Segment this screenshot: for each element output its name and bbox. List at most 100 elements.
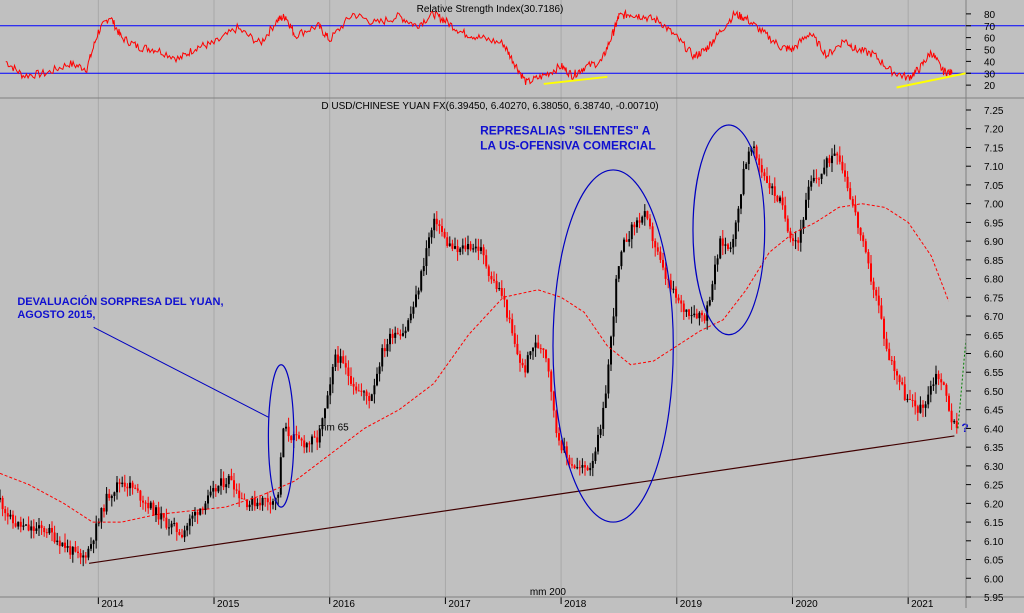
candle-body — [714, 264, 716, 285]
candle-body — [108, 493, 111, 499]
candle-body — [922, 404, 924, 408]
candle-body — [812, 177, 815, 182]
candle-body — [537, 342, 540, 349]
candle-body — [0, 497, 1, 500]
candle-body — [1, 497, 4, 510]
candle-body — [110, 495, 113, 499]
price-y-tick-label: 6.80 — [984, 275, 1004, 286]
candle-body — [123, 482, 126, 487]
candle-body — [313, 436, 316, 438]
candle-body — [818, 178, 820, 180]
candle-body — [919, 404, 922, 413]
candle-body — [849, 188, 852, 199]
candle-body — [287, 426, 290, 437]
price-y-tick-label: 7.05 — [984, 181, 1004, 192]
candle-body — [924, 404, 927, 408]
candle-body — [295, 434, 298, 436]
candle-body — [503, 295, 506, 300]
candle-body — [365, 391, 368, 397]
candle-body — [529, 351, 532, 356]
candle-body — [927, 394, 930, 405]
candle-body — [22, 525, 25, 527]
candle-body — [181, 534, 183, 538]
candle-body — [763, 172, 766, 177]
candle-body — [659, 251, 662, 260]
candle-body — [667, 278, 670, 281]
candle-body — [87, 548, 90, 558]
candle-body — [461, 245, 464, 249]
candle-body — [360, 390, 363, 392]
x-tick-label: 2019 — [680, 599, 703, 608]
rsi-trendline — [543, 75, 608, 85]
candle-body — [841, 161, 844, 171]
candle-body — [79, 553, 82, 558]
callout-line — [93, 326, 269, 418]
candle-body — [170, 523, 173, 528]
candle-body — [914, 400, 917, 407]
candle-body — [820, 173, 823, 179]
price-y-tick-label: 6.45 — [984, 406, 1004, 417]
candle-body — [376, 373, 378, 386]
candle-body — [344, 363, 347, 368]
candle-body — [48, 527, 51, 534]
candle-body — [539, 348, 542, 350]
candle-body — [792, 238, 794, 241]
candle-body — [823, 167, 826, 174]
candle-body — [373, 385, 376, 395]
candle-body — [516, 343, 519, 355]
candle-body — [368, 396, 371, 401]
candle-body — [542, 348, 545, 350]
candle-body — [690, 315, 693, 317]
x-tick-label: 2016 — [333, 599, 356, 608]
candle-body — [253, 497, 256, 507]
candle-body — [222, 478, 225, 488]
price-y-tick-label: 6.15 — [984, 518, 1004, 529]
candle-body — [285, 426, 287, 429]
candle-body — [953, 420, 956, 423]
candle-body — [519, 354, 521, 363]
candle-body — [35, 528, 38, 531]
price-y-tick-label: 6.50 — [984, 387, 1004, 398]
rsi-panel — [0, 8, 1024, 89]
price-y-tick-label: 5.95 — [984, 593, 1004, 604]
candle-body — [82, 555, 85, 558]
candle-body — [643, 211, 646, 217]
price-y-tick-label: 7.10 — [984, 162, 1004, 173]
candle-body — [474, 246, 477, 249]
candle-body — [838, 155, 841, 162]
candle-body — [331, 366, 334, 385]
annotation-text: AGOSTO 2015, — [17, 309, 95, 321]
candle-body — [864, 241, 867, 253]
ma-label: mm 65 — [318, 422, 349, 433]
candle-body — [625, 239, 628, 242]
candle-body — [355, 386, 358, 391]
candle-body — [227, 475, 230, 485]
candle-body — [207, 495, 209, 504]
candle-body — [409, 313, 412, 321]
candle-body — [422, 266, 425, 272]
candle-body — [719, 238, 722, 259]
candle-body — [768, 183, 771, 189]
candle-body — [558, 433, 560, 441]
candle-body — [807, 186, 810, 200]
candle-body — [233, 480, 235, 490]
candle-body — [165, 517, 168, 528]
candle-body — [623, 239, 625, 252]
candle-body — [32, 526, 35, 531]
candle-body — [669, 280, 672, 290]
candle-body — [480, 247, 482, 251]
candle-body — [724, 244, 727, 246]
candle-body — [727, 244, 729, 249]
candle-body — [318, 429, 321, 443]
price-y-tick-label: 6.95 — [984, 218, 1004, 229]
candle-body — [230, 475, 233, 481]
candle-body — [149, 502, 152, 509]
candle-body — [493, 279, 495, 281]
candle-body — [326, 395, 329, 409]
candle-body — [347, 367, 350, 377]
candle-body — [833, 153, 836, 156]
candle-body — [459, 248, 462, 253]
candle-body — [615, 278, 618, 317]
